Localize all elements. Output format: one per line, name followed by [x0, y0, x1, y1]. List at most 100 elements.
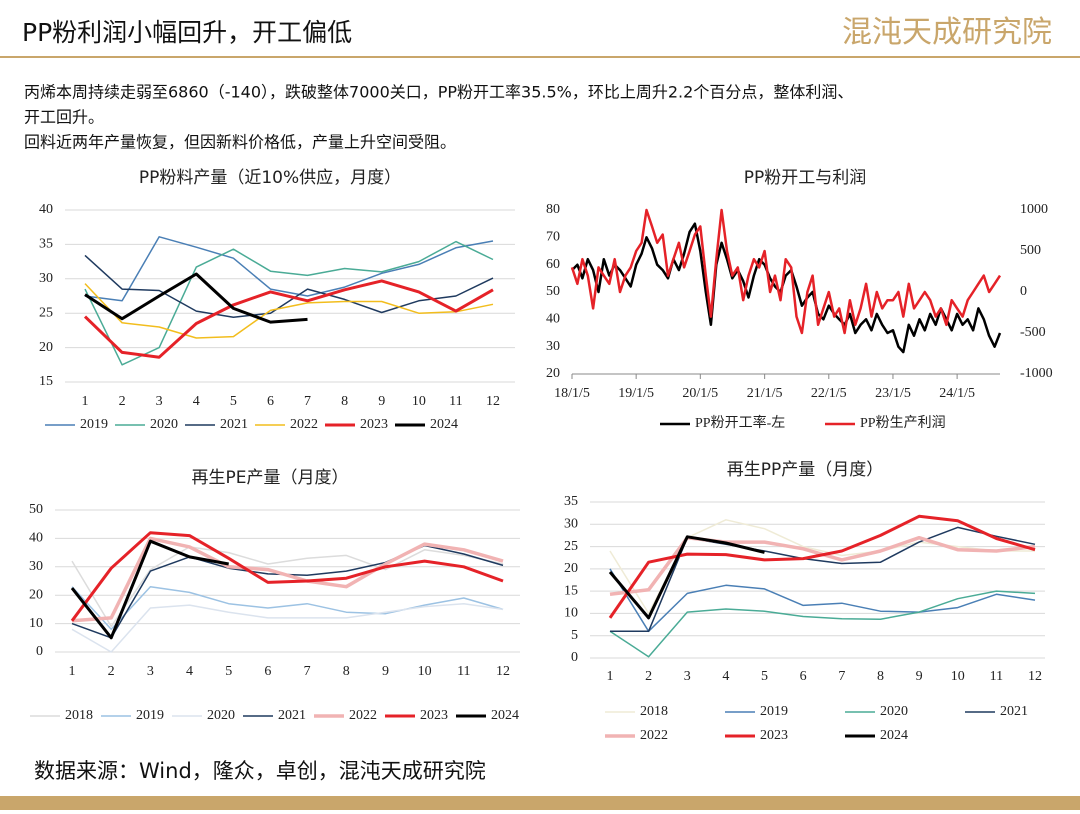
series-line — [84, 240, 494, 366]
legend-label: 2021 — [220, 417, 248, 432]
y-tick-label: 10 — [29, 616, 43, 631]
y-tick-label: 20 — [546, 366, 560, 381]
y-tick-label: 80 — [546, 202, 560, 217]
x-tick-label: 4 — [193, 394, 200, 409]
x-tick-label: 2 — [645, 669, 652, 684]
y-tick-label: 0 — [571, 650, 578, 665]
y-tick-label: 40 — [29, 531, 43, 546]
x-tick-label: 20/1/5 — [682, 386, 718, 401]
legend-label: 2019 — [80, 417, 108, 432]
x-tick-label: 23/1/5 — [875, 386, 911, 401]
y-tick-label: 30 — [39, 271, 53, 286]
y-tick-label: 20 — [29, 587, 43, 602]
chart-title: PP粉开工与利润 — [744, 168, 867, 188]
slide-title: PP粉利润小幅回升，开工偏低 — [22, 18, 352, 47]
legend-label: 2022 — [349, 708, 377, 723]
x-tick-label: 3 — [684, 669, 691, 684]
y-tick-label: 40 — [39, 202, 53, 217]
x-tick-label: 18/1/5 — [554, 386, 590, 401]
series-line — [610, 526, 1036, 633]
x-tick-label: 6 — [264, 664, 271, 679]
series-line — [71, 602, 504, 653]
x-tick-label: 11 — [457, 664, 470, 679]
legend-label: 2023 — [420, 708, 448, 723]
x-tick-label: 4 — [722, 669, 729, 684]
legend-label: 2020 — [207, 708, 235, 723]
y-tick-label: 25 — [39, 305, 53, 320]
y-tick-label: 10 — [564, 606, 578, 621]
legend-label: 2020 — [150, 417, 178, 432]
y2-tick-label: -1000 — [1020, 366, 1053, 381]
series-line — [84, 272, 308, 324]
x-tick-label: 7 — [304, 394, 311, 409]
y2-tick-label: -500 — [1020, 325, 1046, 340]
legend-label: 2021 — [278, 708, 306, 723]
y2-tick-label: 0 — [1020, 284, 1027, 299]
body-text: 开工回升。 — [24, 108, 104, 127]
y-tick-label: 40 — [546, 312, 560, 327]
x-tick-label: 3 — [156, 394, 163, 409]
x-tick-label: 2 — [108, 664, 115, 679]
logo: 混沌天成研究院 — [842, 15, 1052, 50]
series-line — [609, 590, 1036, 658]
x-tick-label: 8 — [343, 664, 350, 679]
header-rule — [0, 56, 1080, 58]
x-tick-label: 5 — [225, 664, 232, 679]
x-tick-label: 11 — [449, 394, 462, 409]
series-line — [70, 539, 229, 640]
x-tick-label: 24/1/5 — [939, 386, 975, 401]
x-tick-label: 6 — [267, 394, 274, 409]
x-tick-label: 19/1/5 — [618, 386, 654, 401]
legend-label: 2018 — [640, 704, 668, 719]
series-line — [608, 535, 765, 620]
legend-label: 2024 — [430, 417, 458, 432]
y-tick-label: 30 — [546, 339, 560, 354]
legend-label: 2023 — [760, 728, 788, 743]
legend-label: PP粉开工率-左 — [695, 414, 785, 431]
x-tick-label: 12 — [496, 664, 510, 679]
body-text: 丙烯本周持续走弱至6860（-140），跌破整体7000关口，PP粉开工率35.… — [24, 83, 853, 102]
legend-label: 2019 — [136, 708, 164, 723]
series-line — [84, 283, 494, 339]
legend-label: 2018 — [65, 708, 93, 723]
y-tick-label: 50 — [29, 502, 43, 517]
series-line — [571, 222, 1002, 354]
x-tick-label: 5 — [761, 669, 768, 684]
x-tick-label: 21/1/5 — [747, 386, 783, 401]
y-tick-label: 25 — [564, 539, 578, 554]
series-line — [71, 546, 504, 628]
y2-tick-label: 1000 — [1020, 202, 1048, 217]
x-tick-label: 1 — [69, 664, 76, 679]
legend-label: 2019 — [760, 704, 788, 719]
x-tick-label: 9 — [378, 394, 385, 409]
series-line — [570, 208, 1002, 335]
y-tick-label: 70 — [546, 230, 560, 245]
x-tick-label: 8 — [877, 669, 884, 684]
x-tick-label: 10 — [412, 394, 426, 409]
series-line — [83, 279, 494, 359]
series-line — [70, 531, 504, 622]
y-tick-label: 0 — [36, 644, 43, 659]
chart-title: 再生PP产量（月度） — [727, 460, 884, 480]
legend-label: 2020 — [880, 704, 908, 719]
x-tick-label: 5 — [230, 394, 237, 409]
series-line — [71, 536, 504, 623]
x-tick-label: 10 — [951, 669, 965, 684]
legend-label: 2023 — [360, 417, 388, 432]
legend-label: PP粉生产利润 — [860, 415, 946, 431]
x-tick-label: 9 — [916, 669, 923, 684]
y-tick-label: 30 — [29, 559, 43, 574]
x-tick-label: 2 — [119, 394, 126, 409]
y-tick-label: 5 — [571, 628, 578, 643]
y-tick-label: 20 — [564, 561, 578, 576]
x-tick-label: 7 — [838, 669, 845, 684]
x-tick-label: 7 — [304, 664, 311, 679]
series-line — [84, 236, 494, 302]
y-tick-label: 35 — [39, 237, 53, 252]
y2-tick-label: 500 — [1020, 243, 1041, 258]
x-tick-label: 9 — [382, 664, 389, 679]
x-tick-label: 3 — [147, 664, 154, 679]
legend-label: 2021 — [1000, 704, 1028, 719]
y-tick-label: 20 — [39, 340, 53, 355]
footer-bar — [0, 796, 1080, 810]
